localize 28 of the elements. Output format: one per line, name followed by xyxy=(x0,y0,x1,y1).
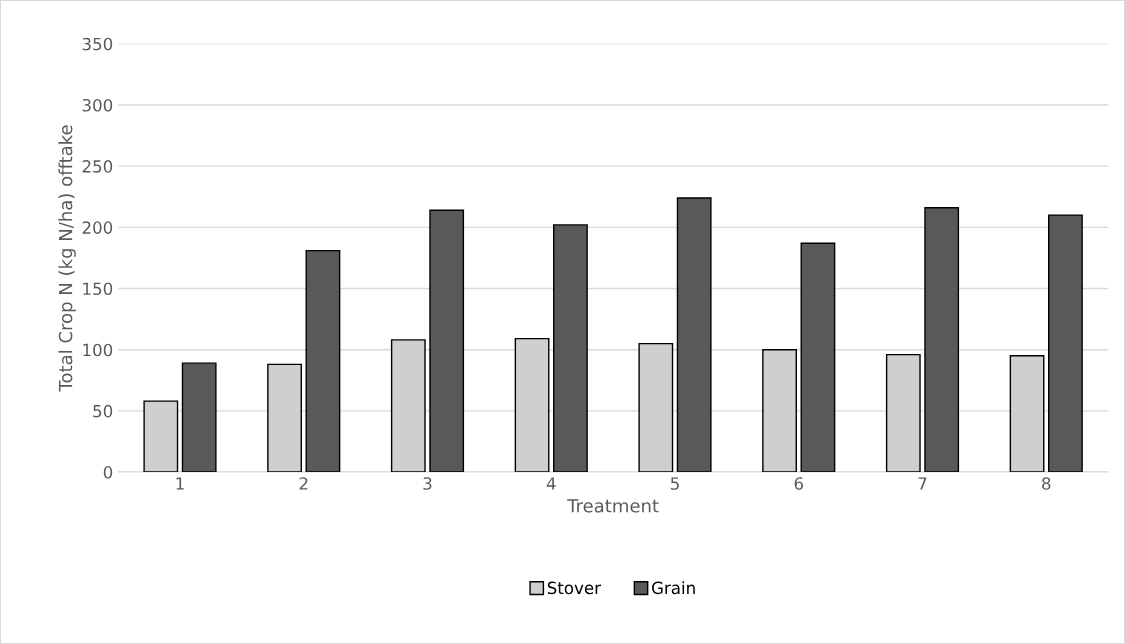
x-tick-label: 6 xyxy=(794,477,803,490)
bar xyxy=(1048,214,1083,473)
bar xyxy=(305,249,341,473)
y-tick-label: 150 xyxy=(83,282,113,296)
y-axis-title: Total Crop N (kg N/ha) offtake xyxy=(58,125,76,392)
x-tick-label: 4 xyxy=(546,477,556,490)
bar xyxy=(924,207,960,473)
x-tick-label: 7 xyxy=(918,477,927,490)
y-tick-label: 250 xyxy=(82,160,113,173)
bar xyxy=(553,224,588,473)
x-axis-title: Treatment xyxy=(567,499,659,513)
y-tick-label: 350 xyxy=(82,37,113,51)
legend-label: Grain xyxy=(651,581,695,595)
x-tick-label: 3 xyxy=(423,477,432,490)
legend-label: Stover xyxy=(547,581,602,595)
y-tick-label: 0 xyxy=(103,466,113,479)
bar xyxy=(429,209,465,473)
y-tick-label: 100 xyxy=(83,343,113,357)
bar xyxy=(800,242,836,473)
x-tick-label: 5 xyxy=(670,477,679,490)
y-tick-label: 200 xyxy=(82,221,113,234)
bar xyxy=(676,197,712,473)
x-tick-label: 8 xyxy=(1042,477,1051,490)
y-tick-label: 50 xyxy=(93,404,113,418)
y-tick-label: 300 xyxy=(82,98,113,112)
bar xyxy=(181,362,217,473)
x-tick-label: 1 xyxy=(176,477,184,490)
x-tick-label: 2 xyxy=(299,477,308,490)
